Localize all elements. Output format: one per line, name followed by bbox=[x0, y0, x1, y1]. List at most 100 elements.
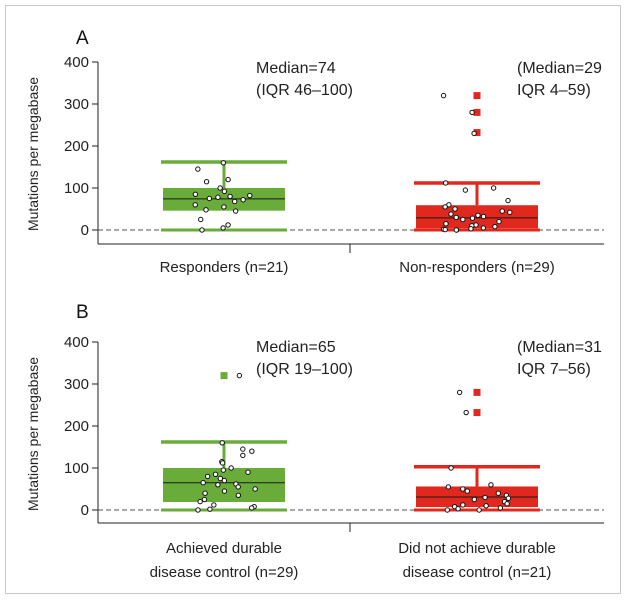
data-point bbox=[480, 225, 487, 231]
category-label: disease control (n=21) bbox=[403, 564, 552, 581]
data-point bbox=[220, 160, 227, 166]
y-tick-label: 0 bbox=[81, 222, 89, 239]
y-tick-label: 0 bbox=[81, 502, 89, 519]
data-point bbox=[469, 215, 476, 221]
data-point bbox=[490, 185, 497, 191]
data-point bbox=[240, 197, 246, 203]
outlier-marker bbox=[473, 92, 481, 100]
data-point bbox=[240, 446, 246, 452]
data-point bbox=[455, 506, 461, 512]
category-label: Did not achieve durable bbox=[398, 540, 556, 557]
data-point bbox=[442, 204, 448, 210]
y-tick-label: 100 bbox=[64, 460, 89, 477]
data-point bbox=[471, 496, 478, 503]
data-point bbox=[235, 492, 242, 498]
data-point bbox=[207, 506, 213, 512]
y-tick-label: 100 bbox=[64, 180, 89, 197]
data-point bbox=[469, 109, 475, 116]
group-annotation: Median=65 bbox=[256, 339, 336, 356]
data-point bbox=[220, 225, 226, 231]
data-point bbox=[232, 208, 239, 214]
data-point bbox=[198, 216, 204, 223]
data-point bbox=[471, 130, 477, 137]
data-point bbox=[252, 486, 258, 492]
data-point bbox=[201, 496, 208, 503]
data-point bbox=[448, 465, 454, 471]
group-annotation: (IQR 46–100) bbox=[256, 82, 353, 99]
data-point bbox=[505, 495, 512, 501]
data-point bbox=[225, 176, 231, 183]
data-point bbox=[220, 467, 227, 473]
data-point bbox=[248, 505, 255, 511]
data-point bbox=[192, 202, 198, 208]
y-tick-label: 200 bbox=[64, 418, 89, 435]
group-red: (Median=29 IQR 4–59) Non-responders (n=29) bbox=[399, 60, 602, 276]
data-point bbox=[496, 218, 502, 225]
data-point bbox=[442, 180, 449, 186]
category-label: Non-responders (n=29) bbox=[399, 259, 555, 276]
outlier-marker bbox=[473, 388, 481, 396]
figure-frame bbox=[5, 5, 621, 594]
data-point bbox=[464, 488, 471, 494]
panel-a: A 0 100 200 300 400 Mutations per megabase Medi… bbox=[25, 28, 604, 276]
group-annotation: (Median=31 bbox=[517, 339, 602, 356]
data-point bbox=[443, 221, 449, 227]
data-point bbox=[217, 475, 224, 482]
data-point bbox=[219, 460, 226, 466]
data-point bbox=[236, 372, 243, 379]
group-annotation: (IQR 19–100) bbox=[256, 361, 353, 378]
data-point bbox=[497, 505, 504, 511]
data-point bbox=[235, 484, 241, 490]
group-green: Median=74 (IQR 46–100) Responders (n=21) bbox=[160, 60, 353, 276]
data-point bbox=[505, 197, 511, 204]
data-point bbox=[247, 192, 253, 199]
y-axis-label: Mutations per megabase bbox=[25, 77, 41, 231]
data-point bbox=[206, 195, 213, 202]
data-point bbox=[195, 507, 201, 513]
data-point bbox=[203, 179, 210, 185]
data-point bbox=[197, 498, 203, 505]
data-point bbox=[211, 502, 217, 508]
data-point bbox=[232, 198, 238, 205]
data-point bbox=[460, 502, 466, 508]
data-point bbox=[475, 212, 481, 219]
data-point bbox=[476, 507, 482, 513]
y-tick-label: 300 bbox=[64, 96, 89, 113]
category-label: Responders (n=21) bbox=[160, 259, 289, 276]
y-tick-label: 300 bbox=[64, 376, 89, 393]
data-point bbox=[488, 482, 494, 488]
data-point bbox=[202, 490, 208, 496]
data-point bbox=[452, 206, 458, 212]
data-point bbox=[499, 208, 505, 214]
data-point bbox=[468, 226, 474, 232]
data-point bbox=[483, 503, 489, 509]
data-point bbox=[453, 227, 460, 233]
data-point bbox=[225, 222, 231, 228]
data-point bbox=[480, 213, 487, 220]
data-point bbox=[442, 226, 448, 233]
data-point bbox=[215, 194, 221, 200]
data-point bbox=[473, 222, 479, 228]
group-red: (Median=31 IQR 7–56) Did not achieve durab… bbox=[398, 339, 602, 581]
data-point bbox=[463, 409, 469, 416]
data-point bbox=[440, 92, 447, 99]
data-point bbox=[492, 223, 498, 230]
data-point bbox=[203, 207, 209, 213]
data-point bbox=[462, 187, 469, 193]
data-point bbox=[249, 448, 255, 454]
panel-label: B bbox=[76, 302, 89, 323]
data-point bbox=[453, 214, 459, 221]
group-annotation: IQR 4–59) bbox=[517, 82, 591, 99]
iqr-box bbox=[163, 468, 285, 503]
category-label: disease control (n=29) bbox=[150, 564, 299, 581]
group-annotation: IQR 7–56) bbox=[517, 361, 591, 378]
y-tick-label: 200 bbox=[64, 138, 89, 155]
panel-label: A bbox=[76, 28, 89, 49]
data-point bbox=[245, 469, 251, 475]
data-point bbox=[215, 482, 221, 488]
data-point bbox=[460, 486, 466, 492]
data-point bbox=[221, 488, 228, 494]
data-point bbox=[228, 465, 234, 471]
data-point bbox=[445, 484, 452, 490]
